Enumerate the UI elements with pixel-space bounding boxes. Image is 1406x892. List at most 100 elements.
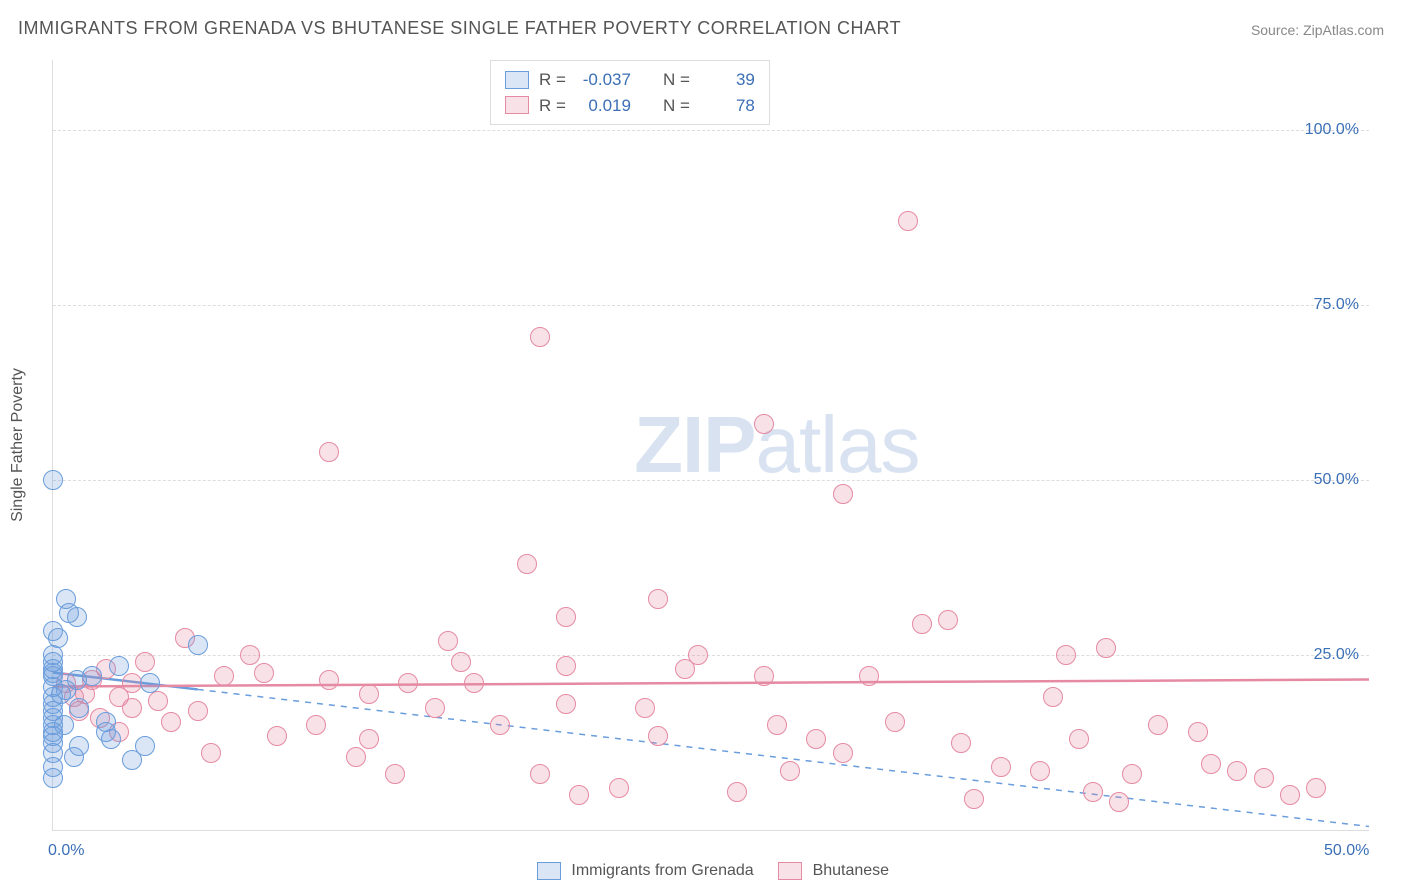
scatter-point: [635, 698, 655, 718]
scatter-point: [556, 656, 576, 676]
swatch-series-0: [505, 71, 529, 89]
scatter-point: [530, 764, 550, 784]
scatter-point: [122, 750, 142, 770]
scatter-point: [859, 666, 879, 686]
scatter-point: [122, 698, 142, 718]
scatter-point: [69, 698, 89, 718]
scatter-point: [1109, 792, 1129, 812]
ytick-label: 25.0%: [1314, 646, 1359, 664]
chart-container: IMMIGRANTS FROM GRENADA VS BHUTANESE SIN…: [0, 0, 1406, 892]
n-value-0: 39: [700, 67, 755, 93]
scatter-point: [1096, 638, 1116, 658]
scatter-point: [451, 652, 471, 672]
swatch-series-0: [537, 862, 561, 880]
regression-line-dashed: [198, 689, 1369, 826]
plot-area: ZIPatlas 25.0%50.0%75.0%100.0%0.0%50.0%: [52, 60, 1369, 831]
legend-label-1: Bhutanese: [813, 862, 890, 879]
legend-label-0: Immigrants from Grenada: [571, 862, 753, 879]
scatter-point: [780, 761, 800, 781]
y-axis-label: Single Father Poverty: [9, 368, 27, 522]
scatter-point: [833, 743, 853, 763]
scatter-point: [754, 666, 774, 686]
scatter-point: [1201, 754, 1221, 774]
scatter-point: [148, 691, 168, 711]
scatter-point: [991, 757, 1011, 777]
scatter-point: [675, 659, 695, 679]
scatter-point: [569, 785, 589, 805]
n-value-1: 78: [700, 93, 755, 119]
bottom-legend: Immigrants from Grenada Bhutanese: [0, 862, 1406, 880]
swatch-series-1: [505, 96, 529, 114]
scatter-point: [438, 631, 458, 651]
scatter-point: [135, 652, 155, 672]
stats-legend: R = -0.037 N = 39 R = 0.019 N = 78: [490, 60, 770, 125]
n-label: N =: [663, 93, 690, 119]
xtick-label: 50.0%: [1324, 842, 1369, 860]
ytick-label: 100.0%: [1305, 121, 1359, 139]
scatter-point: [648, 726, 668, 746]
scatter-point: [201, 743, 221, 763]
scatter-point: [1056, 645, 1076, 665]
scatter-point: [490, 715, 510, 735]
scatter-point: [912, 614, 932, 634]
chart-title: IMMIGRANTS FROM GRENADA VS BHUTANESE SIN…: [18, 18, 901, 39]
scatter-point: [398, 673, 418, 693]
ytick-label: 75.0%: [1314, 296, 1359, 314]
scatter-point: [464, 673, 484, 693]
scatter-point: [188, 701, 208, 721]
scatter-point: [1083, 782, 1103, 802]
scatter-point: [938, 610, 958, 630]
scatter-point: [964, 789, 984, 809]
scatter-point: [109, 656, 129, 676]
scatter-point: [306, 715, 326, 735]
scatter-point: [214, 666, 234, 686]
scatter-point: [648, 589, 668, 609]
stats-row-series-1: R = 0.019 N = 78: [505, 93, 755, 119]
source-value: ZipAtlas.com: [1303, 22, 1384, 38]
scatter-point: [951, 733, 971, 753]
scatter-point: [101, 729, 121, 749]
r-label: R =: [539, 67, 566, 93]
gridline: [53, 480, 1369, 481]
scatter-point: [43, 659, 63, 679]
scatter-point: [51, 684, 71, 704]
source-citation: Source: ZipAtlas.com: [1251, 22, 1384, 38]
scatter-point: [1122, 764, 1142, 784]
scatter-point: [754, 414, 774, 434]
scatter-point: [188, 635, 208, 655]
scatter-point: [67, 607, 87, 627]
scatter-point: [1280, 785, 1300, 805]
scatter-point: [833, 484, 853, 504]
regression-line-solid: [53, 680, 1369, 687]
ytick-label: 50.0%: [1314, 471, 1359, 489]
scatter-point: [319, 442, 339, 462]
scatter-point: [359, 684, 379, 704]
scatter-point: [609, 778, 629, 798]
gridline: [53, 130, 1369, 131]
scatter-point: [1148, 715, 1168, 735]
scatter-point: [556, 694, 576, 714]
scatter-point: [530, 327, 550, 347]
scatter-point: [161, 712, 181, 732]
scatter-point: [1227, 761, 1247, 781]
scatter-point: [806, 729, 826, 749]
scatter-point: [1069, 729, 1089, 749]
scatter-point: [43, 470, 63, 490]
scatter-point: [425, 698, 445, 718]
scatter-point: [727, 782, 747, 802]
scatter-point: [1254, 768, 1274, 788]
scatter-point: [556, 607, 576, 627]
scatter-point: [1188, 722, 1208, 742]
stats-row-series-0: R = -0.037 N = 39: [505, 67, 755, 93]
scatter-point: [64, 747, 84, 767]
scatter-point: [43, 768, 63, 788]
scatter-point: [1043, 687, 1063, 707]
scatter-point: [1306, 778, 1326, 798]
source-label: Source:: [1251, 22, 1299, 38]
r-value-0: -0.037: [576, 67, 631, 93]
scatter-point: [267, 726, 287, 746]
scatter-point: [346, 747, 366, 767]
r-label: R =: [539, 93, 566, 119]
gridline: [53, 305, 1369, 306]
swatch-series-1: [778, 862, 802, 880]
